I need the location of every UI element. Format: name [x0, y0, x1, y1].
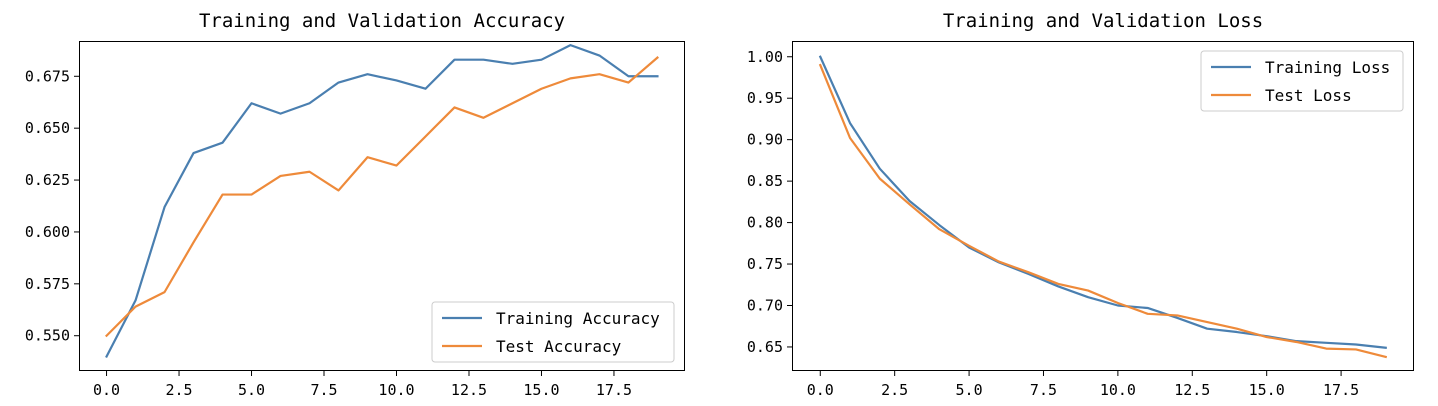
x-tick-label: 2.5	[881, 381, 908, 399]
x-tick-label: 7.5	[310, 381, 337, 399]
chart-title: Training and Validation Loss	[943, 10, 1263, 32]
x-tick-label: 10.0	[1100, 381, 1136, 399]
y-tick-label: 0.90	[747, 131, 783, 149]
legend: Training Accuracy Test Accuracy	[431, 301, 675, 363]
x-tick-label: 10.0	[378, 381, 414, 399]
series-line-training-accuracy	[105, 44, 659, 358]
x-tick-label: 15.0	[1249, 381, 1285, 399]
legend-label: Training Loss	[1265, 58, 1390, 77]
x-tick-label: 0.0	[807, 381, 834, 399]
legend-label: Test Loss	[1265, 86, 1352, 105]
y-tick-label: 0.70	[747, 296, 783, 314]
legend: Training Loss Test Loss	[1200, 50, 1404, 112]
legend-box	[431, 301, 675, 363]
y-tick-label: 0.75	[747, 255, 783, 273]
legend-label: Test Accuracy	[496, 337, 622, 356]
y-tick-label: 1.00	[747, 48, 783, 66]
x-tick-label: 17.5	[596, 381, 632, 399]
y-tick-label: 0.650	[25, 119, 70, 137]
axes-frame	[792, 41, 1414, 371]
legend-box	[1200, 50, 1404, 112]
x-tick-label: 5.0	[238, 381, 265, 399]
chart-panel-1: Training and Validation Accuracy 0.0 2.5 5.…	[25, 10, 685, 399]
y-tick-label: 0.80	[747, 214, 783, 232]
x-tick-label: 0.0	[93, 381, 120, 399]
y-tick-label: 0.95	[747, 89, 783, 107]
axes-frame	[79, 41, 685, 371]
y-tick-label: 0.85	[747, 172, 783, 190]
x-tick-label: 2.5	[165, 381, 192, 399]
x-tick-label: 17.5	[1323, 381, 1359, 399]
y-tick-label: 0.550	[25, 327, 70, 345]
y-tick-label: 0.575	[25, 275, 70, 293]
chart-title: Training and Validation Accuracy	[199, 10, 565, 32]
x-tick-label: 5.0	[956, 381, 983, 399]
legend-label: Training Accuracy	[496, 309, 660, 328]
y-tick-label: 0.600	[25, 223, 70, 241]
series-line-test-loss	[818, 63, 1388, 359]
x-tick-label: 12.5	[451, 381, 487, 399]
y-tick-label: 0.675	[25, 67, 70, 85]
x-tick-label: 7.5	[1030, 381, 1057, 399]
chart-panel-2: Training and Validation Loss 0.0 2.5 5.0 7.5…	[747, 10, 1414, 399]
y-tick-label: 0.65	[747, 338, 783, 356]
x-tick-label: 15.0	[523, 381, 559, 399]
y-tick-label: 0.625	[25, 171, 70, 189]
x-tick-label: 12.5	[1174, 381, 1210, 399]
series-line-test-accuracy	[104, 56, 660, 338]
